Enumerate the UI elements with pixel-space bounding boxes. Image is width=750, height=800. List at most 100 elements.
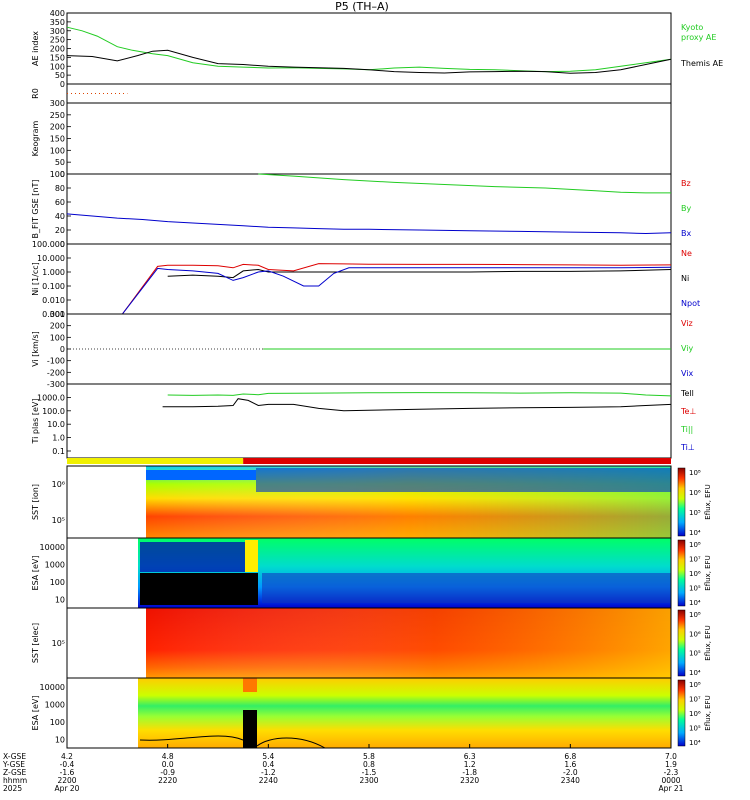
- colorbar-tick-label: 10⁶: [689, 710, 701, 718]
- y-tick-label: 100.000: [32, 240, 65, 249]
- panel-7: [67, 458, 671, 464]
- legend-label: Ti⊥: [680, 443, 695, 452]
- y-axis-label: R0: [31, 88, 40, 99]
- spectrogram-gap: [243, 710, 257, 748]
- colorbar-tick-label: 10⁴: [689, 599, 701, 607]
- legend-label: proxy AE: [681, 33, 716, 42]
- y-tick-label: 10⁵: [52, 516, 65, 525]
- x-tick-label: -1.2: [261, 768, 276, 777]
- y-axis-label: B_FIT GSE [nT]: [31, 180, 40, 239]
- colorbar: [677, 467, 686, 537]
- y-tick-label: 1.000: [42, 268, 65, 277]
- x-tick-label: -0.9: [160, 768, 175, 777]
- y-tick-label: 0: [60, 345, 65, 354]
- y-tick-label: -200: [47, 368, 65, 377]
- spectrogram-band: [256, 468, 671, 492]
- y-axis-label: SST [ion]: [31, 484, 40, 520]
- y-tick-label: 10⁵: [52, 639, 65, 648]
- x-tick-label: 0.8: [363, 760, 375, 769]
- y-tick-label: 0: [60, 170, 65, 179]
- spectrogram-gap: [140, 573, 258, 605]
- colorbar-tick-label: 10⁷: [689, 556, 701, 564]
- y-tick-label: 0: [60, 80, 65, 89]
- y-tick-label: 50: [55, 71, 65, 80]
- colorbar-tick-label: 10⁵: [689, 585, 701, 593]
- spectrogram-band: [243, 678, 257, 692]
- colorbar: [677, 539, 686, 607]
- legend-label: Viy: [681, 344, 694, 353]
- y-tick-label: 10: [55, 595, 65, 604]
- y-tick-label: 10: [55, 735, 65, 744]
- y-axis-label: SST [elec]: [31, 623, 40, 663]
- x-tick-label: 2300: [359, 776, 378, 785]
- colorbar-label: Eflux, EFU: [704, 625, 712, 660]
- y-tick-label: 80: [55, 184, 65, 193]
- y-tick-label: 10.000: [37, 254, 65, 263]
- series-line: [167, 268, 672, 279]
- y-tick-label: 150: [50, 135, 65, 144]
- y-tick-label: 100: [50, 146, 65, 155]
- y-tick-label: 100: [50, 718, 65, 727]
- x-tick-label: 2320: [460, 776, 479, 785]
- panel-5: -300 -200 -100 0 100 200 300 Vi [km/s] Viz Viy Vix: [31, 310, 694, 389]
- panel-3: 0 20 40 60 80 100 B_FIT GSE [nT] Bz By Bx: [31, 170, 691, 249]
- y-tick-label: 1000: [45, 700, 65, 709]
- y-tick-label: 40: [55, 212, 65, 221]
- x-tick-label: Apr 20: [55, 784, 80, 793]
- x-tick-label: -1.5: [362, 768, 377, 777]
- y-tick-label: 0: [60, 240, 65, 249]
- panel-frame: [66, 383, 672, 459]
- y-axis-label: Vi [km/s]: [31, 331, 40, 367]
- panel-frame: [66, 102, 672, 175]
- x-tick-label: 6.8: [564, 752, 576, 761]
- legend-label: By: [681, 204, 691, 213]
- x-tick-label: 2340: [561, 776, 580, 785]
- x-tick-label: 0.0: [162, 760, 174, 769]
- y-tick-label: 200: [50, 123, 65, 132]
- potential-line: [139, 735, 326, 749]
- legend-label: Npot: [681, 299, 700, 308]
- x-axis-row-label: X-GSE: [3, 752, 26, 761]
- legend-label: Tell: [680, 389, 694, 398]
- spectrogram-band: [262, 573, 671, 603]
- legend-label: Ne: [681, 249, 692, 258]
- colorbar-tick-label: 10⁸: [689, 611, 701, 619]
- y-tick-label: -300: [47, 380, 65, 389]
- x-axis-row-label: Y-GSE: [2, 760, 25, 769]
- spectrogram-band: [245, 540, 258, 572]
- series-line: [66, 213, 672, 235]
- y-tick-label: 250: [50, 111, 65, 120]
- x-tick-label: 1.6: [564, 760, 576, 769]
- panel-2: 0 50 100 150 200 250 300 Keogram: [31, 99, 672, 179]
- y-axis-label: ESA [eV]: [31, 556, 40, 591]
- colorbar-tick-label: 10⁵: [689, 725, 701, 733]
- colorbar-tick-label: 10⁸: [689, 469, 701, 477]
- x-tick-label: 2220: [158, 776, 177, 785]
- status-bar-segment: [243, 458, 671, 464]
- y-tick-label: 200: [50, 45, 65, 54]
- panel-frame: [66, 173, 672, 245]
- legend-label: Themis AE: [680, 59, 723, 68]
- y-tick-label: 100: [50, 578, 65, 587]
- y-axis-label: Keogram: [31, 120, 40, 156]
- y-tick-label: 250: [50, 36, 65, 45]
- y-tick-label: 20: [55, 226, 65, 235]
- spectrogram-band: [140, 542, 245, 572]
- x-tick-label: 5.8: [363, 752, 375, 761]
- y-tick-label: 100: [50, 62, 65, 71]
- panel-frame: [66, 243, 672, 315]
- colorbar-label: Eflux, EFU: [704, 555, 712, 590]
- panel-6: 0.1 1.0 10.0 100.0 1000.0Ti plas [eV] Tell Te⊥…: [31, 383, 696, 459]
- y-axis-label: AE index: [31, 31, 40, 66]
- colorbar-tick-label: 10⁶: [689, 630, 701, 638]
- series-line: [66, 26, 672, 73]
- y-tick-label: 200: [50, 322, 65, 331]
